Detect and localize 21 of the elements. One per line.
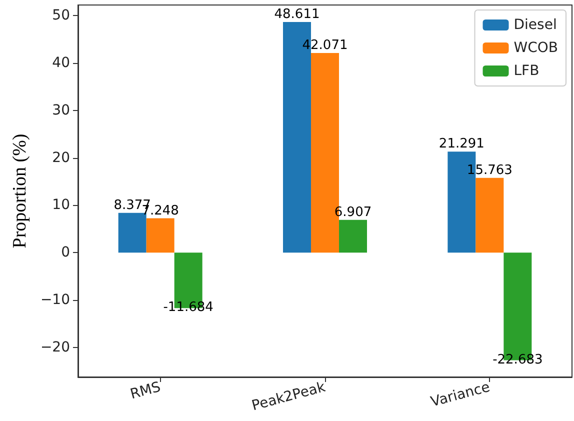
data-label: -22.683 [492, 352, 543, 368]
bar [146, 218, 174, 253]
bar [339, 220, 367, 253]
y-axis-title: Proportion (%) [10, 134, 31, 248]
y-tick-label: 0 [61, 244, 70, 261]
y-tick-label: 30 [52, 102, 70, 118]
y-tick-label: −10 [40, 292, 70, 308]
bar [476, 178, 504, 253]
x-tick-label: Variance [429, 379, 492, 410]
legend-label: Diesel [514, 17, 557, 33]
data-label: -11.684 [163, 300, 214, 316]
y-tick-label: 40 [52, 54, 70, 71]
y-tick-label: −20 [40, 340, 70, 356]
y-tick-label: 10 [52, 197, 70, 214]
x-tick-label: RMS [128, 379, 163, 403]
y-tick-label: 50 [52, 7, 70, 24]
legend-label: WCOB [514, 40, 558, 56]
legend-label: LFB [514, 63, 540, 79]
y-tick-label: 20 [52, 150, 70, 166]
data-label: 21.291 [438, 136, 484, 152]
data-label: 48.611 [274, 7, 320, 22]
